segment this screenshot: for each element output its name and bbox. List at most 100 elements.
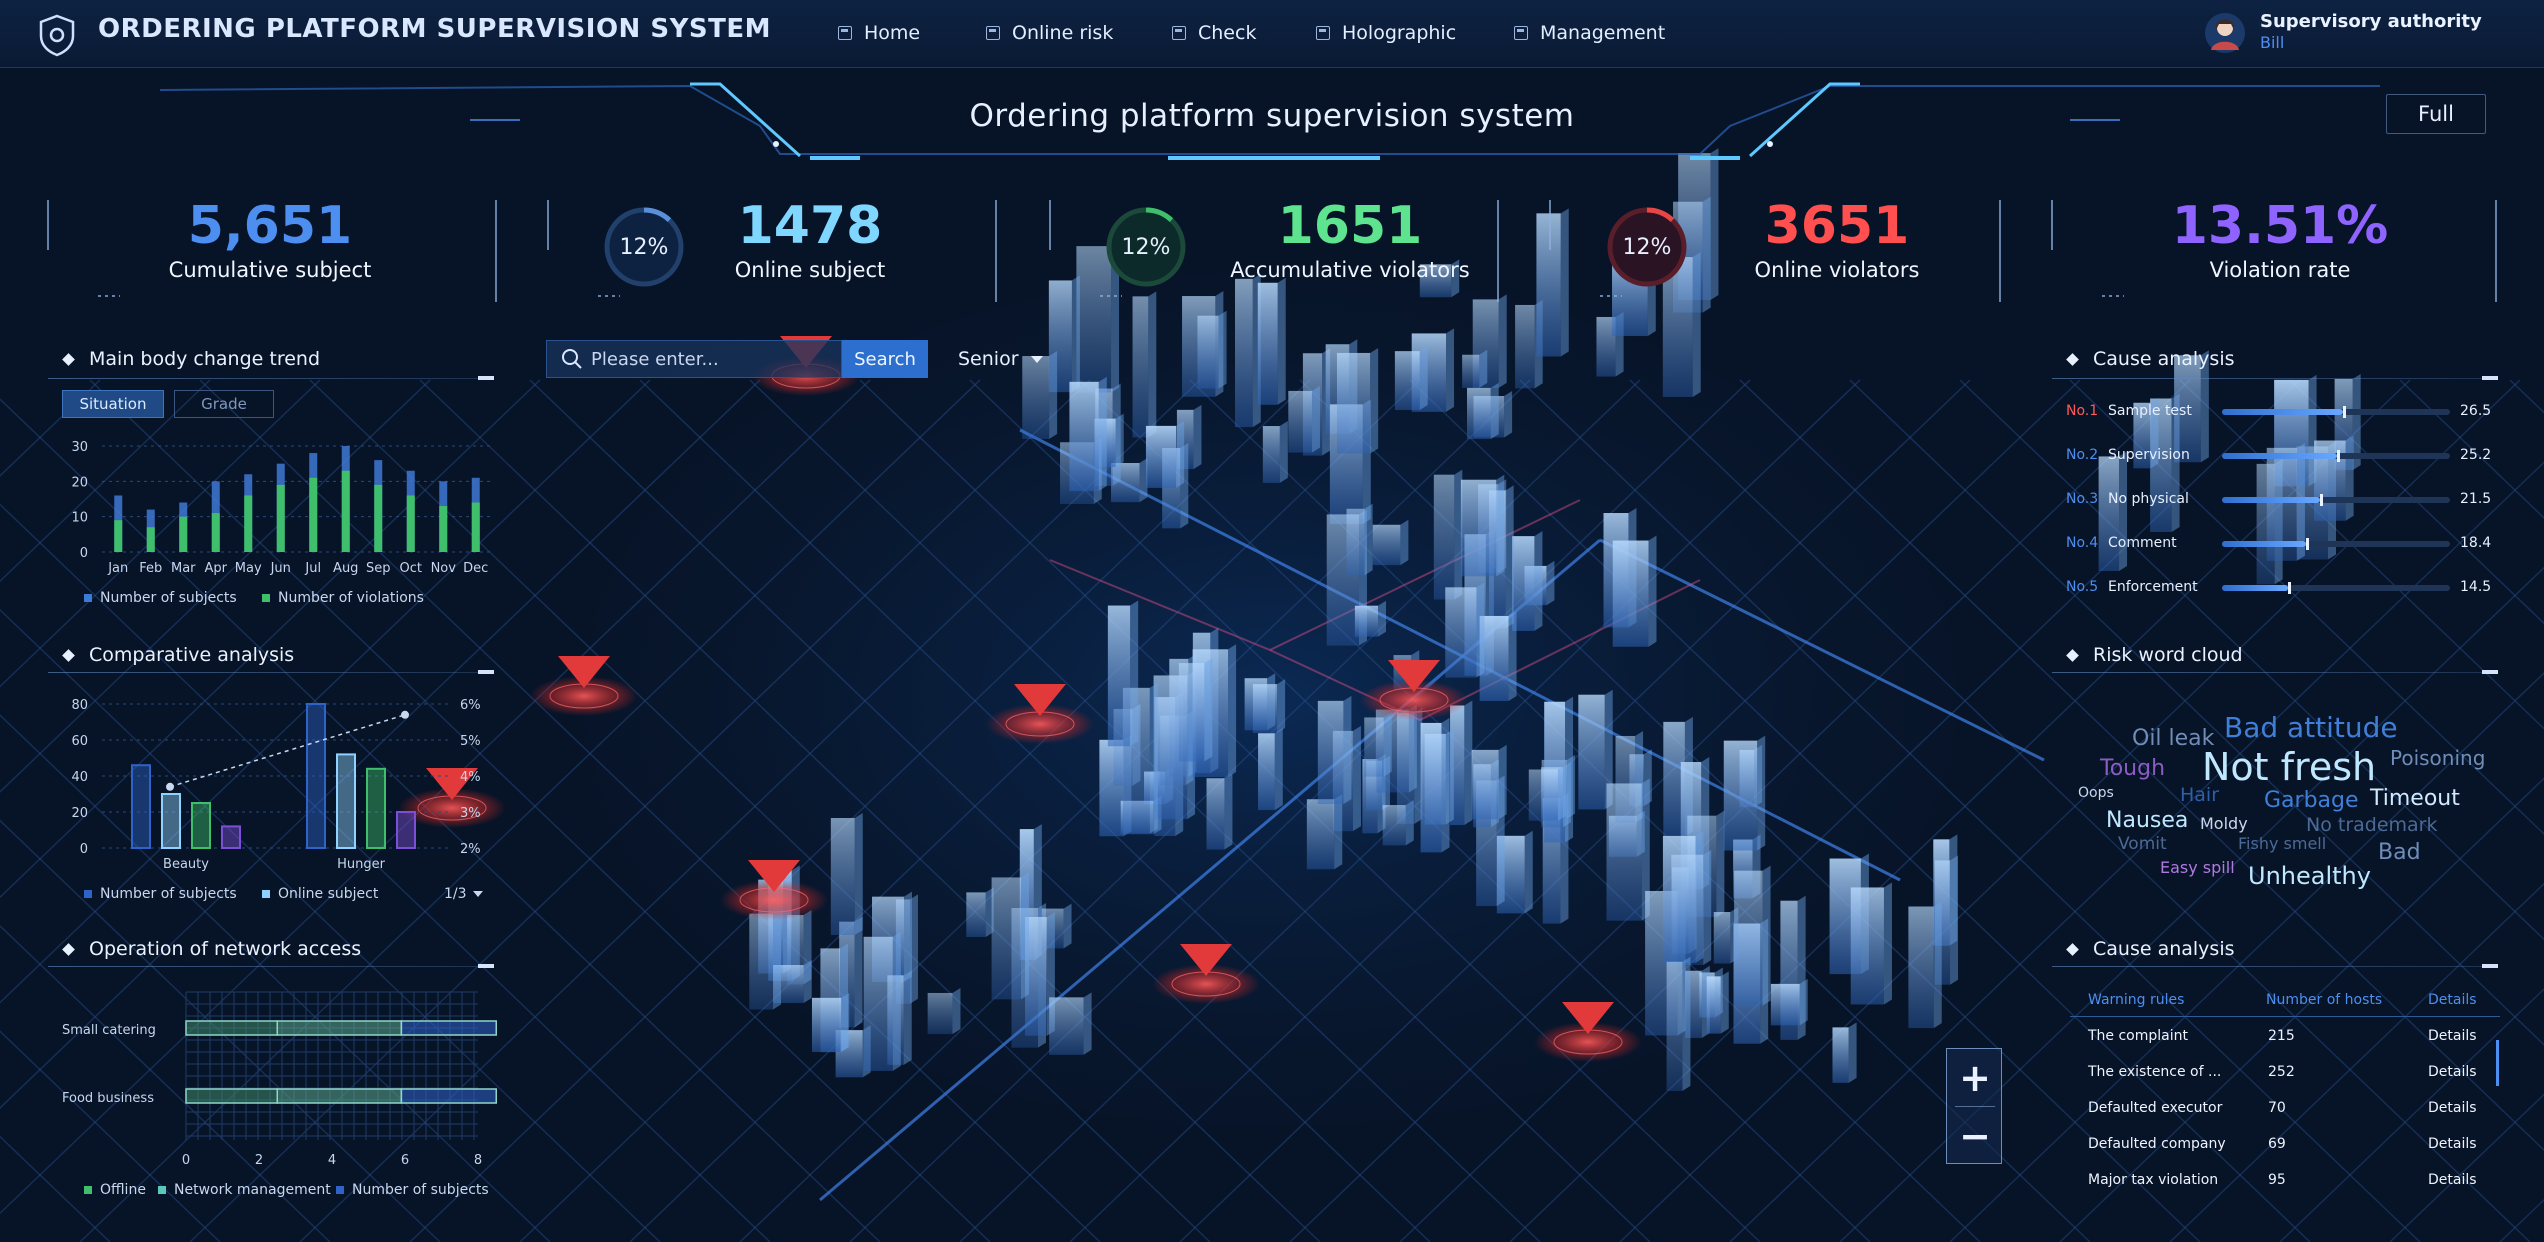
building-side	[1479, 349, 1488, 388]
building-block	[1671, 854, 1704, 966]
building-side	[1098, 376, 1107, 492]
senior-dropdown[interactable]: Senior	[958, 340, 1043, 378]
tab-situation[interactable]: Situation	[62, 390, 164, 418]
building-block	[1049, 997, 1084, 1055]
ring-gauge-label: 12%	[1622, 234, 1672, 260]
bar-violations	[439, 506, 448, 552]
kpi-label: Accumulative violators	[1230, 258, 1470, 282]
user-name[interactable]: Bill	[2260, 33, 2285, 52]
nav-management[interactable]: Management	[1514, 19, 1665, 47]
page-title: Ordering platform supervision system	[969, 98, 1575, 134]
nav-home[interactable]: Home	[838, 19, 920, 47]
cell-hosts: 69	[2268, 1136, 2286, 1152]
building-side	[1311, 385, 1320, 453]
building-side	[1560, 208, 1569, 357]
fullscreen-button[interactable]: Full	[2386, 94, 2486, 134]
tab-grade[interactable]: Grade	[174, 390, 274, 418]
building-block	[1069, 381, 1099, 492]
panel-title-text: Main body change trend	[89, 348, 321, 370]
x-tick-label: Beauty	[163, 857, 209, 872]
building-side	[1176, 420, 1185, 488]
search-button[interactable]: Search	[842, 340, 928, 378]
x-tick-label: Aug	[333, 561, 358, 576]
cloud-word[interactable]: Easy spill	[2160, 858, 2235, 877]
building-block	[1612, 540, 1649, 647]
building-block	[1462, 354, 1480, 388]
cause-bar-knob	[2305, 538, 2309, 550]
nav-online-risk-label: Online risk	[1012, 22, 1114, 44]
location-marker[interactable]	[720, 860, 828, 920]
building-block	[1258, 733, 1275, 811]
table-header-details: Details	[2428, 992, 2477, 1008]
building-block	[966, 892, 986, 938]
location-marker[interactable]	[1360, 660, 1468, 720]
building-side	[1476, 582, 1485, 678]
network-chart: 0 2 4 6 8 Small catering Food business	[62, 991, 498, 1168]
cause-value: 18.4	[2460, 535, 2492, 551]
zoom-in-button[interactable]: +	[1959, 1056, 1991, 1100]
building-side	[1445, 728, 1454, 825]
cloud-word[interactable]: Vomit	[2118, 834, 2167, 854]
cause-bar-knob	[2342, 406, 2346, 418]
table-row: Defaulted executor 70 Details	[2076, 1094, 2486, 1124]
panel-divider	[48, 670, 494, 674]
nav-online-risk[interactable]: Online risk	[986, 19, 1113, 47]
zoom-out-button[interactable]: −	[1959, 1114, 1991, 1158]
bar-series-1	[336, 753, 356, 849]
details-link[interactable]: Details	[2428, 1136, 2477, 1152]
chart-pager[interactable]: 1/3	[444, 886, 483, 902]
bar-series-0	[306, 703, 326, 849]
x-tick-label: May	[235, 561, 262, 576]
building-side	[1682, 956, 1691, 1091]
cloud-word[interactable]: Tough	[2100, 756, 2166, 781]
building-block	[811, 997, 842, 1053]
cloud-word[interactable]: Fishy smell	[2238, 834, 2327, 853]
legend-swatch	[262, 594, 270, 602]
cloud-word[interactable]: Timeout	[2370, 786, 2460, 811]
cloud-word[interactable]: Unhealthy	[2248, 862, 2371, 890]
details-link[interactable]: Details	[2428, 1028, 2477, 1044]
cloud-word[interactable]: No trademark	[2306, 814, 2438, 836]
location-marker[interactable]	[1152, 944, 1260, 1004]
avatar[interactable]	[2204, 12, 2246, 54]
cloud-word[interactable]: Oil leak	[2132, 726, 2215, 751]
cloud-word[interactable]: Garbage	[2264, 788, 2359, 813]
cloud-word[interactable]: Bad	[2378, 840, 2421, 865]
search-input[interactable]	[591, 348, 821, 370]
location-marker[interactable]	[986, 684, 1094, 744]
details-link[interactable]: Details	[2428, 1100, 2477, 1116]
location-marker[interactable]	[1534, 1002, 1642, 1062]
building-side	[2150, 397, 2159, 469]
building-side	[1071, 275, 1080, 393]
building-block	[1364, 717, 1384, 777]
details-link[interactable]: Details	[2428, 1172, 2477, 1188]
legend-subjects: Number of subjects	[84, 590, 237, 606]
cloud-word[interactable]: Not fresh	[2202, 745, 2377, 789]
table-scrollbar[interactable]	[2496, 1040, 2499, 1086]
cloud-word[interactable]: Oops	[2078, 785, 2114, 801]
cloud-word[interactable]: Hair	[2180, 784, 2220, 806]
x-tick-label: Nov	[431, 561, 457, 576]
building-side	[1364, 503, 1373, 576]
building-side	[1228, 644, 1237, 778]
cloud-word[interactable]: Nausea	[2106, 808, 2189, 833]
cloud-word[interactable]: Bad attitude	[2224, 711, 2398, 744]
cloud-word[interactable]: Poisoning	[2390, 746, 2486, 770]
building-side	[1720, 971, 1729, 1034]
building-block	[1512, 536, 1535, 631]
bar-violations	[244, 495, 253, 552]
building-side	[952, 987, 961, 1035]
building-block	[1908, 906, 1934, 1029]
nav-holographic[interactable]: Holographic	[1316, 19, 1456, 47]
details-link[interactable]: Details	[2428, 1064, 2477, 1080]
building-block	[1450, 705, 1465, 826]
cell-rule: Defaulted executor	[2088, 1100, 2223, 1116]
cloud-word[interactable]: Moldy	[2200, 814, 2248, 833]
location-marker[interactable]	[530, 656, 638, 716]
building-side	[1130, 600, 1139, 747]
building-block	[863, 936, 893, 1071]
building-side	[1933, 901, 1942, 1029]
cause-row: No.2 Supervision 25.2	[2066, 444, 2496, 466]
nav-check[interactable]: Check	[1172, 19, 1256, 47]
